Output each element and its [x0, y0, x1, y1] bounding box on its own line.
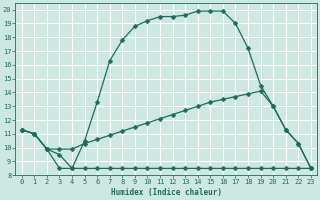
- X-axis label: Humidex (Indice chaleur): Humidex (Indice chaleur): [111, 188, 222, 197]
